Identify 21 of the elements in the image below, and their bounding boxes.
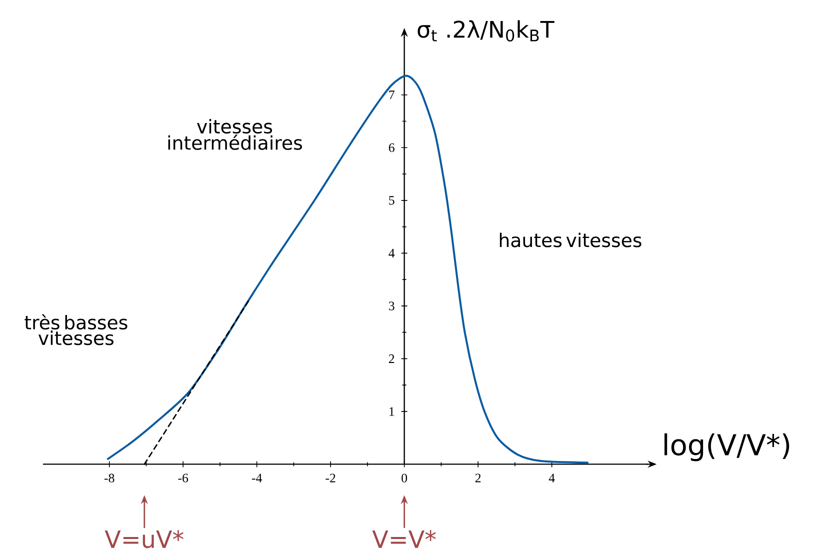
annotation: vitesses intermédiaires xyxy=(168,119,302,150)
y-tick-label: 2 xyxy=(388,354,394,364)
x-tick-label: -8 xyxy=(104,474,114,482)
y-tick-label: 3 xyxy=(389,302,394,310)
y-tick-label: 6 xyxy=(388,143,394,152)
text: V=V* xyxy=(372,530,436,548)
y-tick-label: 1 xyxy=(390,407,394,416)
y-tick-label: 4 xyxy=(388,249,395,258)
y-axis-title: σ$_{t}$ .2λ/N$_{0}$k$_{B}$T xyxy=(418,20,554,42)
x-tick-label: 0 xyxy=(402,474,408,482)
annotation: très basses vitesses xyxy=(24,314,128,346)
x-tick-label: 2 xyxy=(475,474,481,482)
x-tick-label: -2 xyxy=(326,474,336,482)
annotation: hautes vitesses xyxy=(500,232,642,248)
x-tick-label: 4 xyxy=(548,474,555,482)
x-axis-title: log(V/V*) xyxy=(664,433,790,462)
y-tick-label: 7 xyxy=(389,90,394,100)
x-tick-label: -6 xyxy=(178,474,188,482)
annotation: V=uV* xyxy=(104,530,184,548)
x-tick-label: -4 xyxy=(252,474,262,482)
y-tick-label: 5 xyxy=(389,196,394,205)
